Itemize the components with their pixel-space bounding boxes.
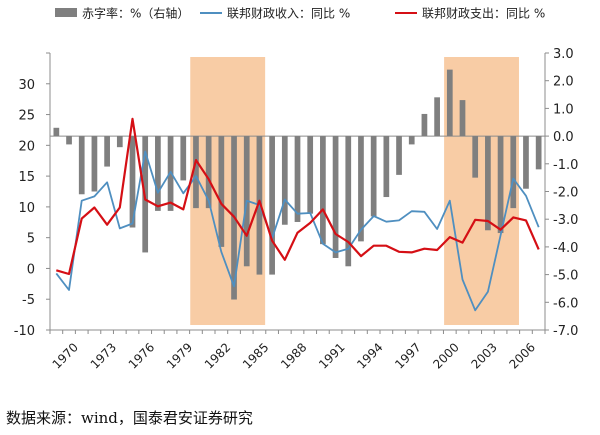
deficit-bar-1992: [345, 136, 352, 267]
x-tick-label: 1997: [392, 340, 423, 371]
deficit-bar-1973: [104, 136, 110, 167]
legend-label-1: 赤字率：%（右轴）: [82, 6, 189, 21]
right-tick-label: 2.0: [553, 75, 574, 90]
right-tick-label: 1.0: [553, 102, 574, 117]
shaded-period-1: [190, 57, 266, 325]
right-tick-label: -2.0: [553, 186, 578, 201]
chart: 30 25 20 15 10 5 0 -5 -10 3.0 2.0 1.0 0.0 -1.0 -2.0 -3.…: [14, 6, 579, 372]
left-tick-label: 25: [18, 109, 35, 124]
left-tick-label: 5: [27, 232, 35, 247]
x-tick-label: 1970: [50, 340, 81, 371]
source-note: 数据来源：wind，国泰君安证券研究: [6, 409, 253, 427]
deficit-bar-1970: [66, 136, 72, 145]
growth-lines: [55, 117, 540, 312]
left-tick-label: -5: [22, 293, 35, 308]
x-tick-label: 2006: [507, 340, 538, 371]
deficit-bar-1986: [269, 136, 275, 275]
deficit-bar-1989: [307, 136, 314, 214]
right-tick-label: -4.0: [553, 241, 578, 256]
x-tick-label: 1973: [88, 340, 119, 371]
x-tick-label: 1985: [240, 340, 271, 371]
left-tick-label: 0: [27, 262, 35, 277]
deficit-bar-1999: [434, 97, 440, 137]
deficit-bar-1998: [421, 113, 428, 137]
x-tick-label: 1979: [164, 340, 195, 371]
deficit-bar-1981: [205, 136, 212, 209]
left-tick-label: 10: [18, 201, 35, 216]
right-tick-label: -6.0: [553, 296, 578, 311]
right-tick-label: 3.0: [553, 47, 574, 62]
recession-shading: [190, 57, 519, 325]
deficit-bar-2001: [459, 100, 466, 137]
deficit-bar-1982: [218, 136, 225, 247]
left-tick-label: -10: [14, 324, 35, 339]
deficit-bar-1987: [281, 136, 288, 225]
right-tick-label: -3.0: [553, 213, 578, 228]
right-tick-label: -5.0: [553, 269, 578, 284]
x-tick-label: 2003: [468, 340, 499, 371]
deficit-bar-2003: [485, 136, 491, 231]
deficit-bar-1990: [320, 136, 326, 245]
deficit-bar-1994: [370, 136, 377, 217]
revenue-growth-line: [55, 150, 540, 312]
legend-label-3: 联邦财政支出：同比 %: [422, 7, 545, 21]
deficit-bar-1975: [129, 136, 136, 228]
deficit-bar-1995: [383, 136, 390, 198]
left-tick-label: 15: [18, 170, 35, 185]
x-tick-label: 1994: [354, 340, 385, 371]
x-tick-label: 1988: [278, 340, 309, 371]
deficit-bar-1993: [358, 136, 364, 242]
deficit-bar-1977: [155, 136, 161, 211]
right-tick-label: -1.0: [553, 158, 578, 173]
deficit-bar-2006: [523, 136, 529, 189]
deficit-bar-1997: [408, 136, 415, 145]
deficit-bar-2002: [472, 136, 479, 178]
deficit-bar-2004: [497, 136, 504, 234]
expenditure-growth-line: [55, 117, 540, 276]
deficit-bar-2007: [535, 136, 542, 170]
deficit-bar-1991: [332, 136, 339, 258]
deficit-bar-1979: [180, 136, 187, 181]
deficit-bar-2000: [446, 69, 453, 137]
deficit-bar-1980: [193, 136, 199, 209]
right-tick-label: -7.0: [553, 324, 578, 339]
deficit-bar-1972: [91, 136, 98, 192]
left-tick-label: 30: [18, 78, 35, 93]
right-tick-label: 0.0: [553, 130, 574, 145]
deficit-bar-1988: [294, 136, 301, 222]
legend-label-2: 联邦财政收入：同比 %: [227, 7, 350, 21]
deficit-bar-1971: [78, 136, 85, 195]
deficit-bar-1996: [396, 136, 402, 175]
x-tick-label: 1982: [202, 340, 233, 371]
left-tick-label: 20: [18, 139, 35, 154]
legend-swatch-deficit: [55, 8, 77, 17]
x-tick-label: 1976: [126, 340, 157, 371]
legend: 赤字率：%（右轴） 联邦财政收入：同比 % 联邦财政支出：同比 %: [55, 6, 545, 21]
deficit-bar-1974: [116, 136, 123, 148]
deficit-bar-2005: [510, 136, 517, 209]
x-tick-label: 1991: [316, 340, 347, 371]
deficit-bar-1969: [53, 127, 60, 137]
x-tick-label: 2000: [430, 340, 461, 371]
shaded-period-2: [444, 57, 519, 325]
